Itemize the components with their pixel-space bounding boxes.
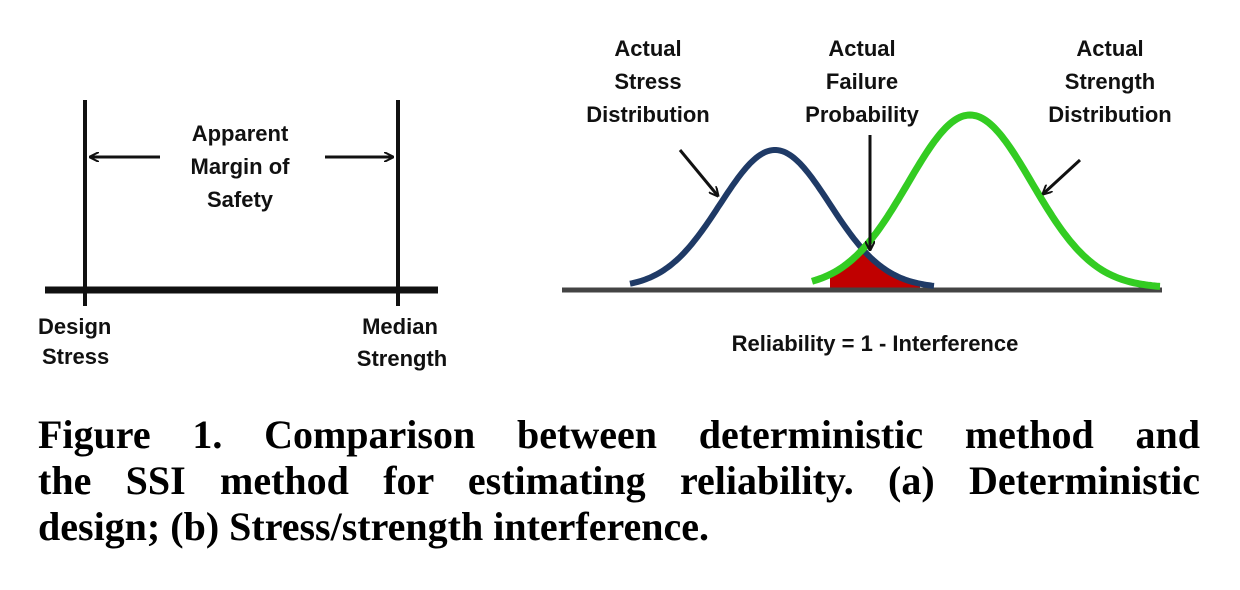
label: Stress xyxy=(614,69,681,94)
label: Distribution xyxy=(1048,102,1171,127)
label: Failure xyxy=(826,69,898,94)
figure: Apparent Margin of Safety Design Stress … xyxy=(38,36,1172,371)
label: Probability xyxy=(805,102,919,127)
caption-line: design; (b) Stress/strength interference… xyxy=(38,504,710,549)
label: Strength xyxy=(357,346,447,371)
label: Actual xyxy=(828,36,895,61)
caption-line: the SSI method for estimating reliabilit… xyxy=(38,458,1200,503)
label: Median xyxy=(362,314,438,339)
label: Distribution xyxy=(586,102,709,127)
equation: Reliability = 1 - Interference xyxy=(732,331,1019,356)
label: Apparent xyxy=(192,121,289,146)
label: Design xyxy=(38,314,111,339)
label: Strength xyxy=(1065,69,1155,94)
caption: Figure 1. Comparison between determinist… xyxy=(38,412,1200,550)
caption-line: Figure 1. Comparison between determinist… xyxy=(38,412,1200,457)
label: Safety xyxy=(207,187,274,212)
label: Actual xyxy=(614,36,681,61)
label: Margin of xyxy=(191,154,291,179)
label: Actual xyxy=(1076,36,1143,61)
stress-curve xyxy=(629,147,935,289)
arrow xyxy=(1043,158,1082,194)
label: Stress xyxy=(42,344,109,369)
arrow xyxy=(678,149,718,196)
